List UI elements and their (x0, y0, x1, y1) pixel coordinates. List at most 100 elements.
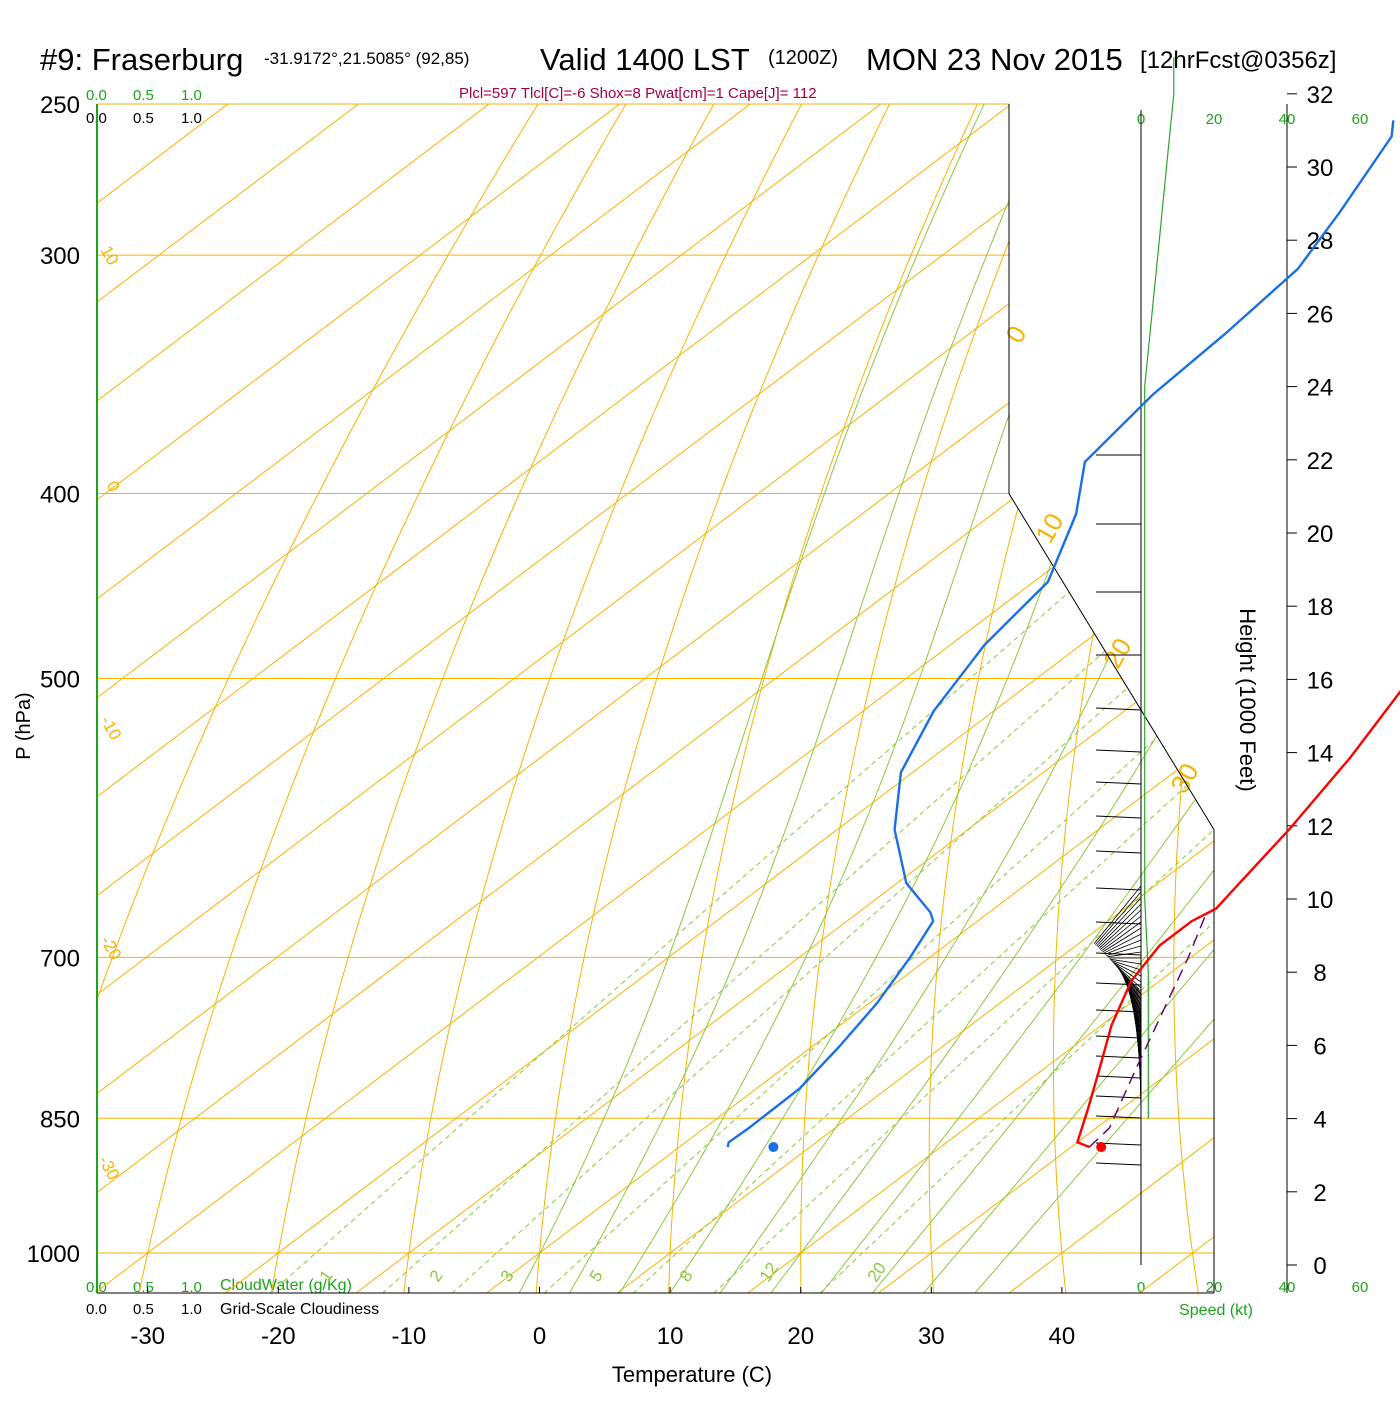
station-coords: -31.9172°,21.5085° (92,85) (264, 49, 469, 68)
height-tick-label: 18 (1307, 594, 1334, 621)
dry-adiabat-label: -20 (97, 933, 126, 964)
mixing-ratio-label: 12 (756, 1259, 782, 1285)
isotherm (0, 0, 1386, 1332)
mixing-ratio-label: 5 (586, 1267, 607, 1286)
moist-adiabat (941, 0, 1400, 1332)
temp-tick-label: 20 (787, 1323, 814, 1350)
cloud-top-black-1: 0.5 (133, 110, 154, 127)
dry-adiabat (265, 0, 820, 1332)
pressure-tick-label: 850 (40, 1106, 80, 1133)
wind-barb (1096, 816, 1141, 818)
moist-adiabats (498, 0, 1400, 1332)
height-tick-label: 14 (1307, 741, 1334, 768)
wind-barb (1101, 922, 1141, 951)
moist-adiabat (741, 0, 1400, 1332)
temp-tick-label: 40 (1049, 1323, 1076, 1350)
height-tick-label: 4 (1313, 1107, 1326, 1134)
isotherm (43, 0, 1400, 1332)
dry-adiabat (801, 0, 1151, 1332)
isotherm (174, 0, 1400, 1332)
cloud-bottom-black-1: 0.5 (133, 1301, 154, 1318)
dry-adiabat-label: -10 (97, 713, 126, 744)
height-tick-label: 22 (1307, 448, 1334, 475)
isotherm (0, 0, 994, 1332)
height-tick-label: 2 (1313, 1180, 1326, 1207)
sounding-traces (728, 120, 1400, 1152)
height-tick-label: 26 (1307, 301, 1334, 328)
cloud-top-green-2: 1.0 (181, 87, 202, 104)
mixing-ratio-label: 2 (426, 1267, 447, 1286)
moist-adiabat (547, 0, 1138, 1332)
cloud-top-black-2: 1.0 (181, 110, 202, 127)
isotherm (0, 0, 1400, 1332)
height-tick-label: 30 (1307, 155, 1334, 182)
isotherm (0, 0, 603, 1332)
isotherm (0, 0, 1125, 1332)
forecast-info: [12hrFcst@0356z] (1140, 47, 1336, 74)
surface-dewpoint-marker (768, 1142, 778, 1152)
wind-barb (1096, 750, 1141, 752)
height-tick-label: 6 (1313, 1033, 1326, 1060)
valid-utc: (1200Z) (768, 47, 838, 69)
isotherm (696, 0, 1400, 1332)
dry-adiabat (1291, 0, 1400, 1332)
dry-adiabat-label: 10 (97, 243, 123, 269)
pressure-tick-label: 700 (40, 945, 80, 972)
speed-top-tick-1: 20 (1206, 111, 1223, 128)
cloudiness-label: Grid-Scale Cloudiness (220, 1301, 379, 1318)
dry-adiabat (400, 0, 903, 1332)
dry-adiabats (0, 0, 1400, 1332)
wind-barb (1096, 1076, 1141, 1078)
dry-adiabat-label: 0 (103, 478, 124, 496)
pressure-tick-label: 400 (40, 482, 80, 509)
valid-time: Valid 1400 LST (540, 42, 750, 77)
mixing-ratio-label: 20 (864, 1259, 890, 1285)
right-boundary (1009, 104, 1214, 1293)
height-tick-label: 12 (1307, 814, 1334, 841)
isotherms (0, 0, 1400, 1332)
speed-label: Speed (kt) (1179, 1302, 1253, 1319)
isotherm (0, 0, 1400, 1332)
isotherm (0, 0, 1400, 1332)
wind-barb (1096, 782, 1141, 784)
pressure-tick-label: 250 (40, 92, 80, 119)
wind-barb (1096, 1096, 1141, 1098)
temp-tick-label: -30 (130, 1323, 165, 1350)
cloud-top-green-1: 0.5 (133, 87, 154, 104)
dry-adiabat (534, 0, 986, 1332)
pressure-tick-label: 1000 (27, 1241, 80, 1268)
isotherm (0, 0, 864, 1332)
mixing-ratio-line (544, 494, 1400, 1294)
mixing-ratio-line (382, 494, 1283, 1294)
wind-barb (1104, 934, 1141, 953)
isotherm (566, 0, 1400, 1332)
y-axis-label: P (hPa) (13, 692, 35, 759)
height-tick-label: 10 (1307, 887, 1334, 914)
wind-barb (1096, 1163, 1141, 1165)
wind-barb (1096, 1116, 1141, 1118)
isobar-isotherm-grid (0, 0, 1400, 1332)
height-tick-label: 0 (1313, 1253, 1326, 1280)
height-axis-label: Height (1000 Feet) (1235, 608, 1260, 791)
isotherm (0, 0, 1256, 1332)
surface-temperature-marker (1096, 1142, 1106, 1152)
height-tick-label: 24 (1307, 375, 1334, 402)
moist-adiabat (498, 0, 1075, 1332)
temp-tick-label: -20 (261, 1323, 296, 1350)
pressure-tick-label: 500 (40, 667, 80, 694)
dry-adiabat-label: 30 (1164, 758, 1204, 798)
wind-barb (1096, 888, 1141, 890)
height-tick-label: 32 (1307, 82, 1334, 109)
dry-adiabat-label: 20 (1097, 633, 1137, 673)
dry-adiabat (1174, 0, 1398, 1332)
dry-adiabat (0, 0, 655, 1332)
mixing-ratio-line (452, 494, 1347, 1294)
dry-adiabat-label: 0 (999, 320, 1032, 348)
dry-adiabat (668, 0, 1068, 1332)
height-tick-label: 20 (1307, 521, 1334, 548)
station-title: #9: Fraserburg (40, 42, 243, 77)
